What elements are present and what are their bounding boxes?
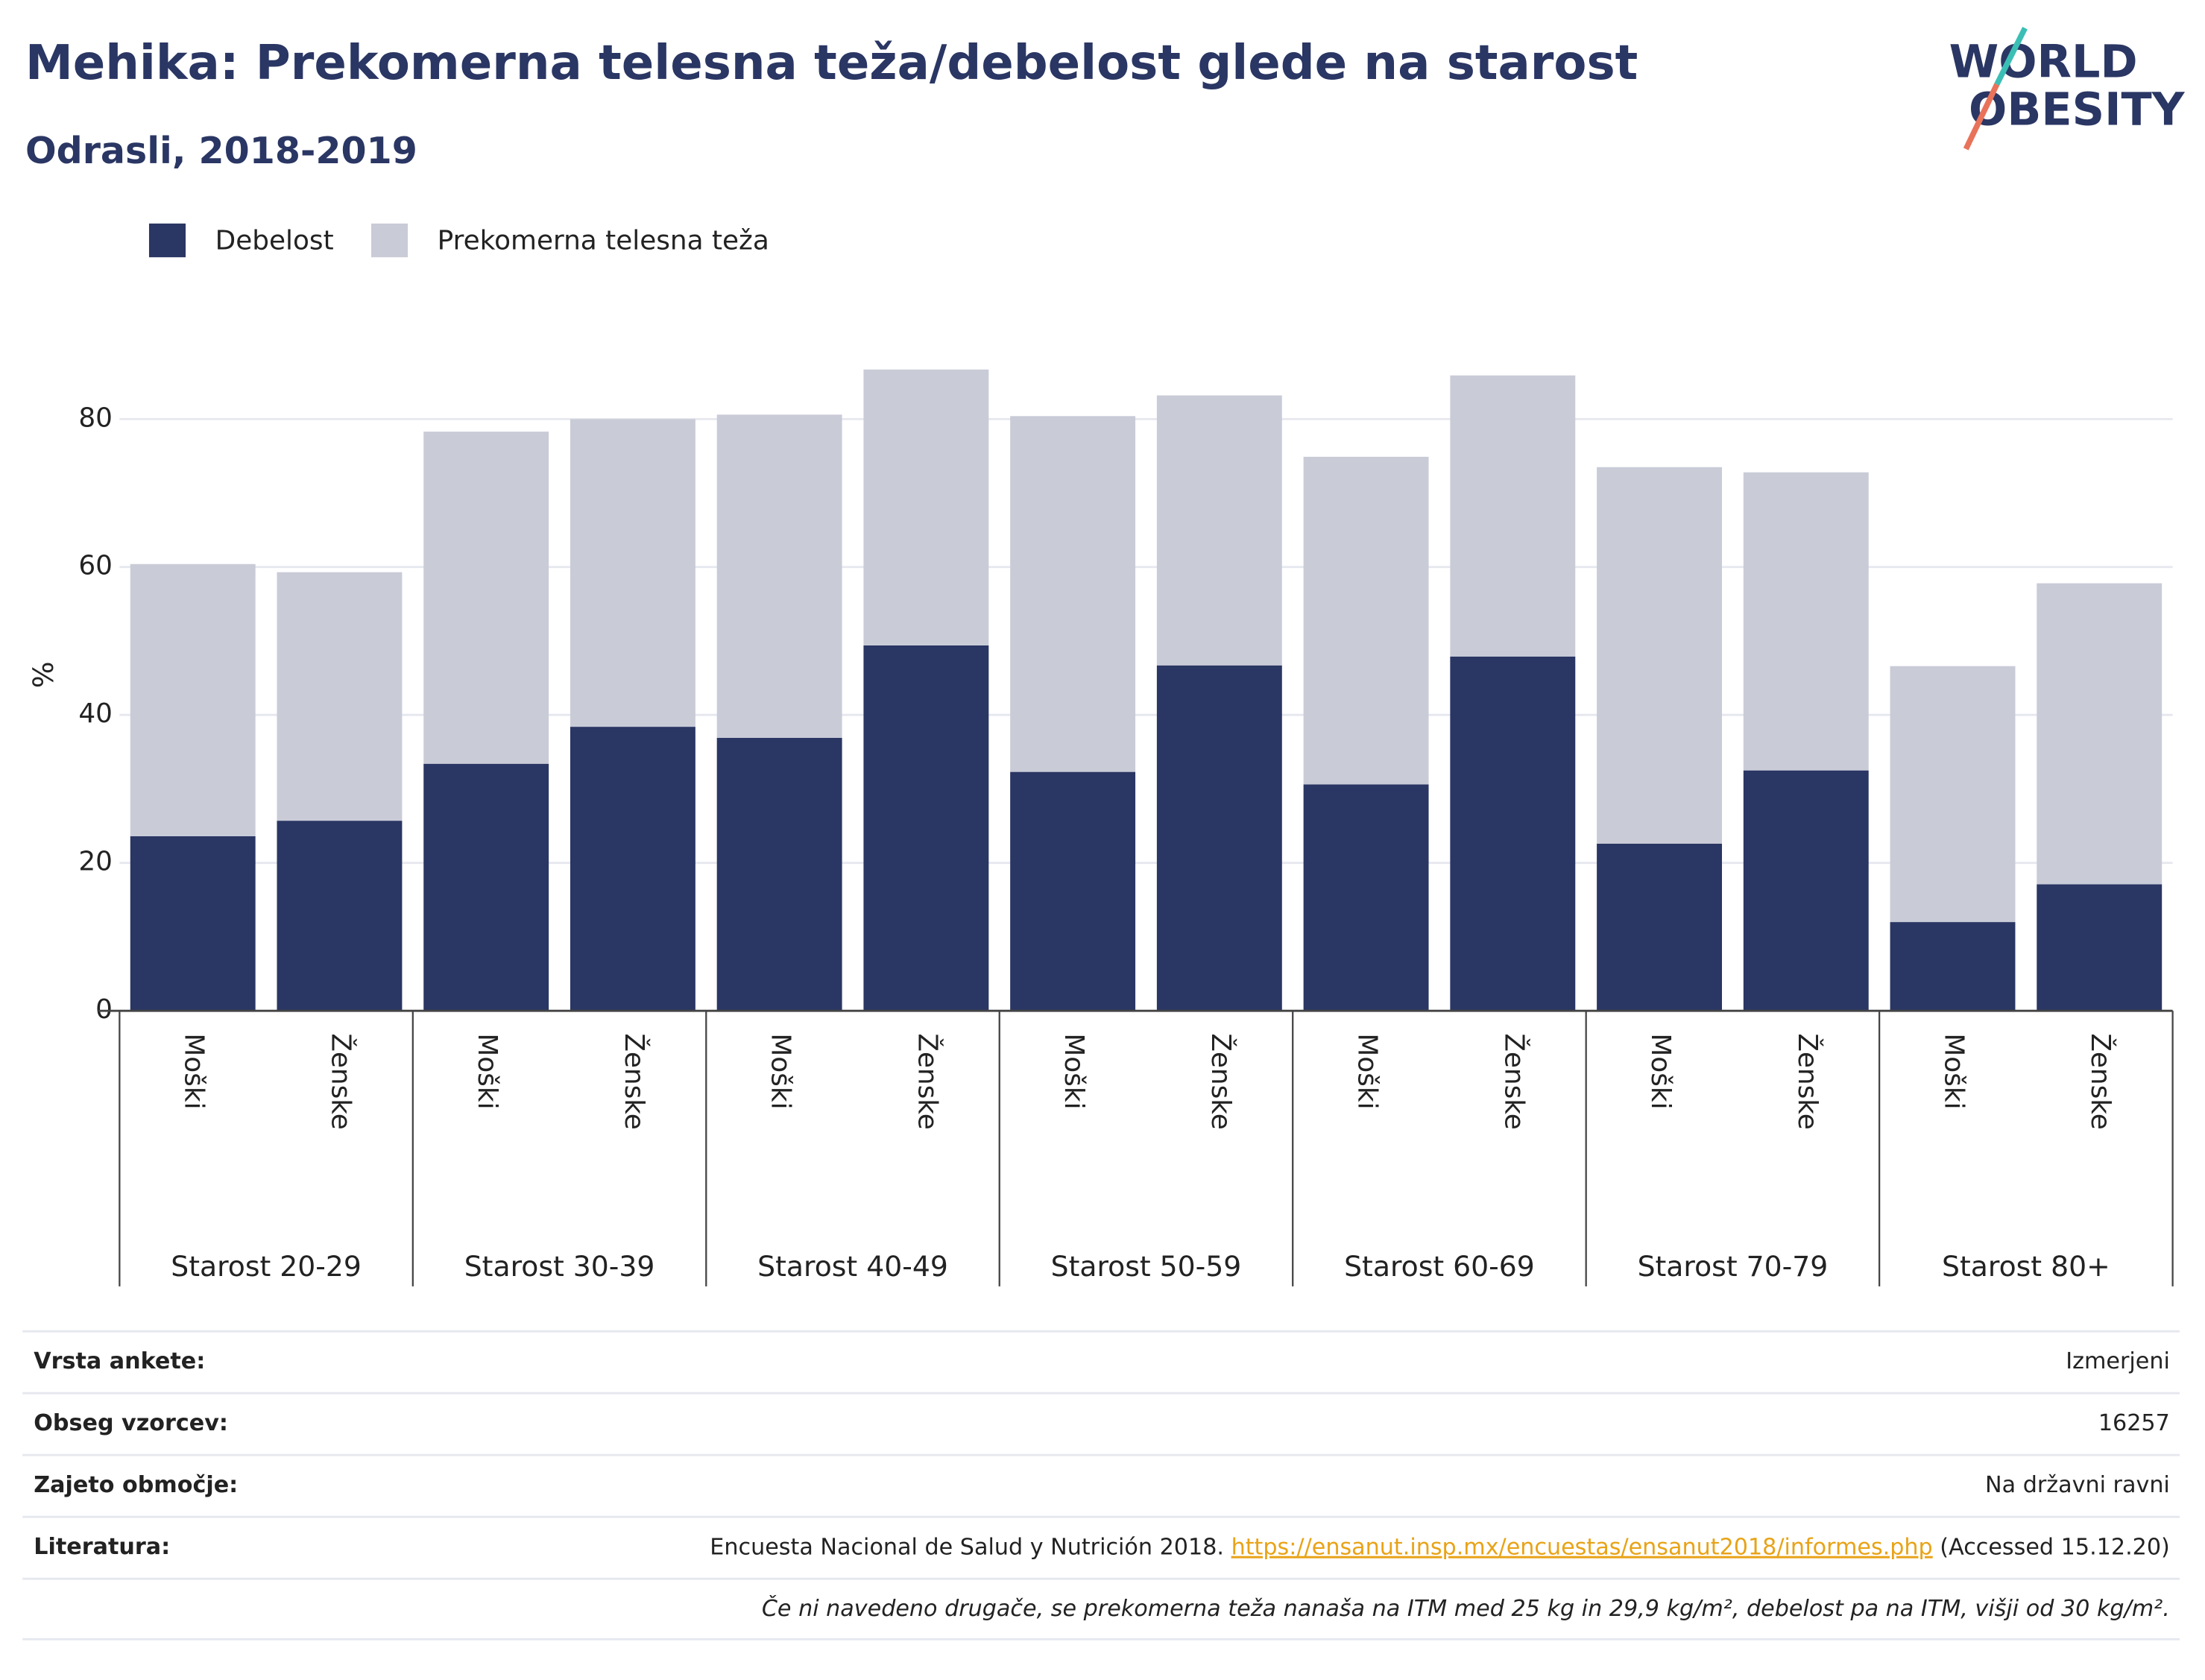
- x-tick-label: Ženske: [325, 1033, 356, 1129]
- y-tick-label: 0: [95, 994, 113, 1025]
- group-label: Starost 60-69: [1344, 1250, 1535, 1283]
- bar-segment: [863, 645, 989, 1011]
- x-tick-label: Ženske: [1792, 1033, 1823, 1129]
- bar-segment: [277, 572, 403, 821]
- table-key: Vrsta ankete:: [34, 1348, 205, 1374]
- y-tick-label: 20: [78, 847, 113, 877]
- bar-segment: [130, 836, 256, 1011]
- literature-accessed: (Accessed 15.12.20): [1933, 1534, 2170, 1560]
- bar-segment: [130, 563, 256, 836]
- bar-segment: [423, 432, 549, 764]
- bar-segment: [1743, 770, 1869, 1011]
- literature: Encuesta Nacional de Salud y Nutrición 2…: [710, 1534, 2170, 1560]
- x-tick-label: Moški: [472, 1033, 502, 1109]
- bar-segment: [570, 727, 695, 1011]
- group-label: Starost 20-29: [171, 1250, 362, 1283]
- x-tick-label: Moški: [1939, 1033, 1969, 1109]
- x-tick-label: Ženske: [1205, 1033, 1237, 1129]
- table-value: Na državni ravni: [1985, 1472, 2170, 1498]
- logo-slash: [1963, 83, 2000, 151]
- bar-segment: [716, 737, 842, 1011]
- y-axis-label: %: [27, 661, 60, 688]
- chart-subtitle: Odrasli, 2018-2019: [25, 129, 417, 172]
- y-tick-label: 40: [78, 698, 113, 729]
- legend-label: Prekomerna telesna teža: [438, 225, 769, 256]
- x-tick-label: Moški: [179, 1033, 209, 1109]
- group-label: Starost 50-59: [1051, 1250, 1242, 1283]
- table-key: Literatura:: [34, 1534, 170, 1560]
- logo-text: OBESITY: [1969, 83, 2186, 136]
- x-tick-label: Moški: [766, 1033, 796, 1109]
- bar-segment: [1743, 472, 1869, 771]
- bar-segment: [1303, 456, 1429, 785]
- legend-label: Debelost: [215, 225, 334, 256]
- bar-segment: [1010, 416, 1136, 772]
- x-tick-label: Ženske: [619, 1033, 650, 1129]
- bar-segment: [2037, 884, 2163, 1011]
- bar-segment: [1450, 656, 1576, 1011]
- group-label: Starost 40-49: [757, 1250, 948, 1283]
- bar-segment: [1010, 771, 1136, 1011]
- bar-segment: [1303, 784, 1429, 1011]
- literature-link[interactable]: https://ensanut.insp.mx/encuestas/ensanu…: [1231, 1534, 1933, 1560]
- bar-segment: [716, 414, 842, 738]
- x-tick-label: Moški: [1059, 1033, 1089, 1109]
- literature-text: Encuesta Nacional de Salud y Nutrición 2…: [710, 1534, 1231, 1560]
- group-label: Starost 70-79: [1638, 1250, 1829, 1283]
- legend-swatch: [371, 223, 408, 258]
- group-label: Starost 80+: [1942, 1250, 2110, 1283]
- x-tick-label: Ženske: [912, 1033, 943, 1129]
- x-tick-label: Ženske: [1498, 1033, 1530, 1129]
- bar-segment: [423, 763, 549, 1011]
- footnote: Če ni navedeno drugače, se prekomerna te…: [762, 1594, 2170, 1622]
- logo-slash: [1994, 27, 2028, 86]
- x-tick-label: Ženske: [2085, 1033, 2116, 1129]
- y-tick-label: 80: [78, 402, 113, 433]
- bar-segment: [570, 419, 695, 727]
- bar-segment: [277, 821, 403, 1011]
- bar-segment: [2037, 583, 2163, 885]
- table-value: Izmerjeni: [2066, 1348, 2170, 1374]
- table-value: 16257: [2098, 1410, 2170, 1436]
- chart-title: Mehika: Prekomerna telesna teža/debelost…: [25, 35, 1638, 91]
- legend-swatch: [148, 223, 186, 258]
- x-tick-label: Moški: [1352, 1033, 1383, 1109]
- bar-segment: [1597, 467, 1722, 844]
- bar-segment: [1890, 922, 2016, 1011]
- bar-segment: [1890, 666, 2016, 923]
- y-tick-label: 60: [78, 551, 113, 581]
- bar-segment: [863, 369, 989, 645]
- logo-text: WORLD: [1949, 36, 2138, 88]
- bar-segment: [1156, 395, 1282, 666]
- x-tick-label: Moški: [1645, 1033, 1676, 1109]
- bar-segment: [1450, 375, 1576, 657]
- table-key: Obseg vzorcev:: [34, 1410, 228, 1436]
- bar-segment: [1597, 843, 1722, 1011]
- bar-segment: [1156, 665, 1282, 1011]
- group-label: Starost 30-39: [464, 1250, 655, 1283]
- table-key: Zajeto območje:: [34, 1472, 238, 1498]
